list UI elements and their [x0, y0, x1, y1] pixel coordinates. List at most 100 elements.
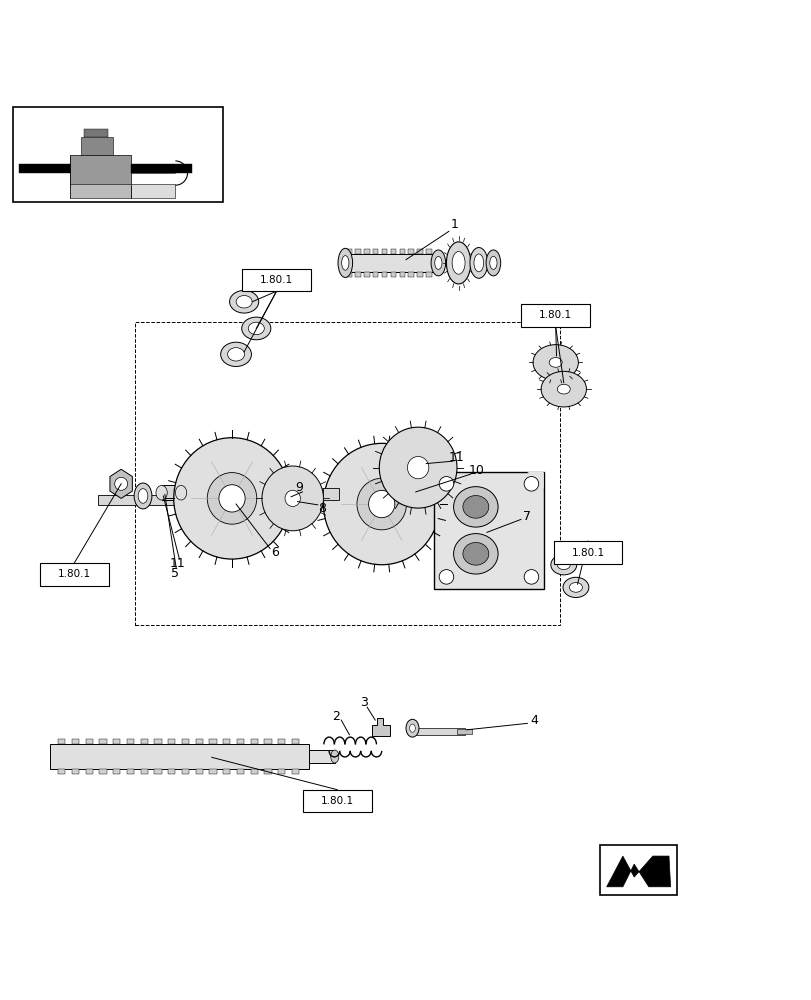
Bar	[426, 272, 431, 277]
Bar	[98, 495, 543, 505]
Ellipse shape	[207, 473, 256, 524]
Bar	[70, 184, 131, 198]
Bar	[195, 739, 203, 744]
Ellipse shape	[474, 254, 483, 272]
Ellipse shape	[337, 248, 352, 277]
Bar	[303, 790, 371, 812]
Bar	[168, 739, 175, 744]
Text: 1.80.1: 1.80.1	[539, 310, 572, 320]
Ellipse shape	[548, 358, 561, 367]
Bar	[308, 750, 334, 763]
Bar	[399, 249, 405, 254]
Bar	[99, 739, 106, 744]
Ellipse shape	[407, 457, 428, 479]
Ellipse shape	[221, 342, 251, 366]
Bar	[381, 249, 387, 254]
Bar	[182, 769, 189, 774]
Ellipse shape	[406, 719, 418, 737]
Bar	[434, 472, 543, 589]
Ellipse shape	[486, 250, 500, 276]
Bar	[372, 249, 378, 254]
Text: 6: 6	[271, 546, 278, 559]
Ellipse shape	[453, 487, 497, 527]
Bar	[223, 739, 230, 744]
Bar	[154, 769, 161, 774]
Bar	[71, 769, 79, 774]
Bar	[417, 249, 423, 254]
Text: 1: 1	[450, 218, 458, 231]
Bar	[390, 249, 396, 254]
Bar	[58, 769, 65, 774]
Ellipse shape	[446, 242, 470, 284]
Bar	[251, 739, 258, 744]
Bar	[209, 739, 217, 744]
Bar	[113, 769, 120, 774]
Polygon shape	[371, 718, 389, 736]
Text: 11: 11	[169, 557, 186, 570]
Ellipse shape	[489, 256, 496, 269]
Bar	[71, 739, 79, 744]
Ellipse shape	[556, 560, 569, 570]
Text: 5: 5	[170, 567, 178, 580]
Ellipse shape	[285, 490, 300, 506]
Circle shape	[439, 477, 453, 491]
Text: 8: 8	[317, 502, 325, 515]
Circle shape	[114, 477, 127, 490]
Bar	[99, 769, 106, 774]
Bar	[354, 272, 360, 277]
Polygon shape	[526, 472, 543, 488]
Bar	[345, 272, 351, 277]
Bar	[84, 129, 108, 137]
Polygon shape	[109, 469, 132, 498]
Bar	[417, 272, 423, 277]
Ellipse shape	[368, 490, 394, 518]
Bar	[131, 164, 191, 173]
Bar	[354, 249, 360, 254]
Ellipse shape	[550, 555, 576, 575]
Bar	[223, 769, 230, 774]
Ellipse shape	[556, 384, 569, 394]
Ellipse shape	[227, 348, 244, 361]
Ellipse shape	[323, 443, 440, 565]
Bar	[381, 272, 387, 277]
Bar	[161, 485, 181, 500]
Bar	[168, 769, 175, 774]
Bar	[363, 249, 369, 254]
Text: 1.80.1: 1.80.1	[260, 275, 293, 285]
Ellipse shape	[434, 256, 441, 269]
Bar	[85, 769, 92, 774]
Ellipse shape	[341, 256, 349, 270]
Text: 10: 10	[468, 464, 483, 477]
Bar	[553, 541, 622, 564]
Ellipse shape	[431, 250, 445, 276]
Bar	[426, 249, 431, 254]
Ellipse shape	[248, 322, 264, 335]
Ellipse shape	[462, 542, 488, 565]
Ellipse shape	[569, 583, 581, 592]
Text: 2: 2	[331, 710, 339, 723]
Ellipse shape	[262, 466, 323, 531]
Bar	[521, 304, 590, 327]
Ellipse shape	[242, 317, 271, 340]
Bar	[408, 249, 414, 254]
Bar	[40, 563, 109, 586]
Bar	[399, 272, 405, 277]
Bar	[408, 272, 414, 277]
Text: 1.80.1: 1.80.1	[58, 569, 91, 579]
Bar	[195, 769, 203, 774]
Circle shape	[524, 477, 538, 491]
Ellipse shape	[540, 371, 586, 407]
Bar	[50, 744, 308, 769]
Ellipse shape	[409, 724, 414, 732]
Ellipse shape	[330, 750, 338, 763]
Ellipse shape	[562, 577, 588, 598]
Bar	[70, 155, 131, 186]
Ellipse shape	[156, 485, 167, 500]
Bar	[80, 137, 113, 155]
Circle shape	[524, 570, 538, 584]
Text: 1.80.1: 1.80.1	[571, 548, 604, 558]
Text: 11: 11	[448, 451, 464, 464]
Circle shape	[439, 570, 453, 584]
Bar	[412, 728, 465, 735]
Text: 1.80.1: 1.80.1	[320, 796, 354, 806]
